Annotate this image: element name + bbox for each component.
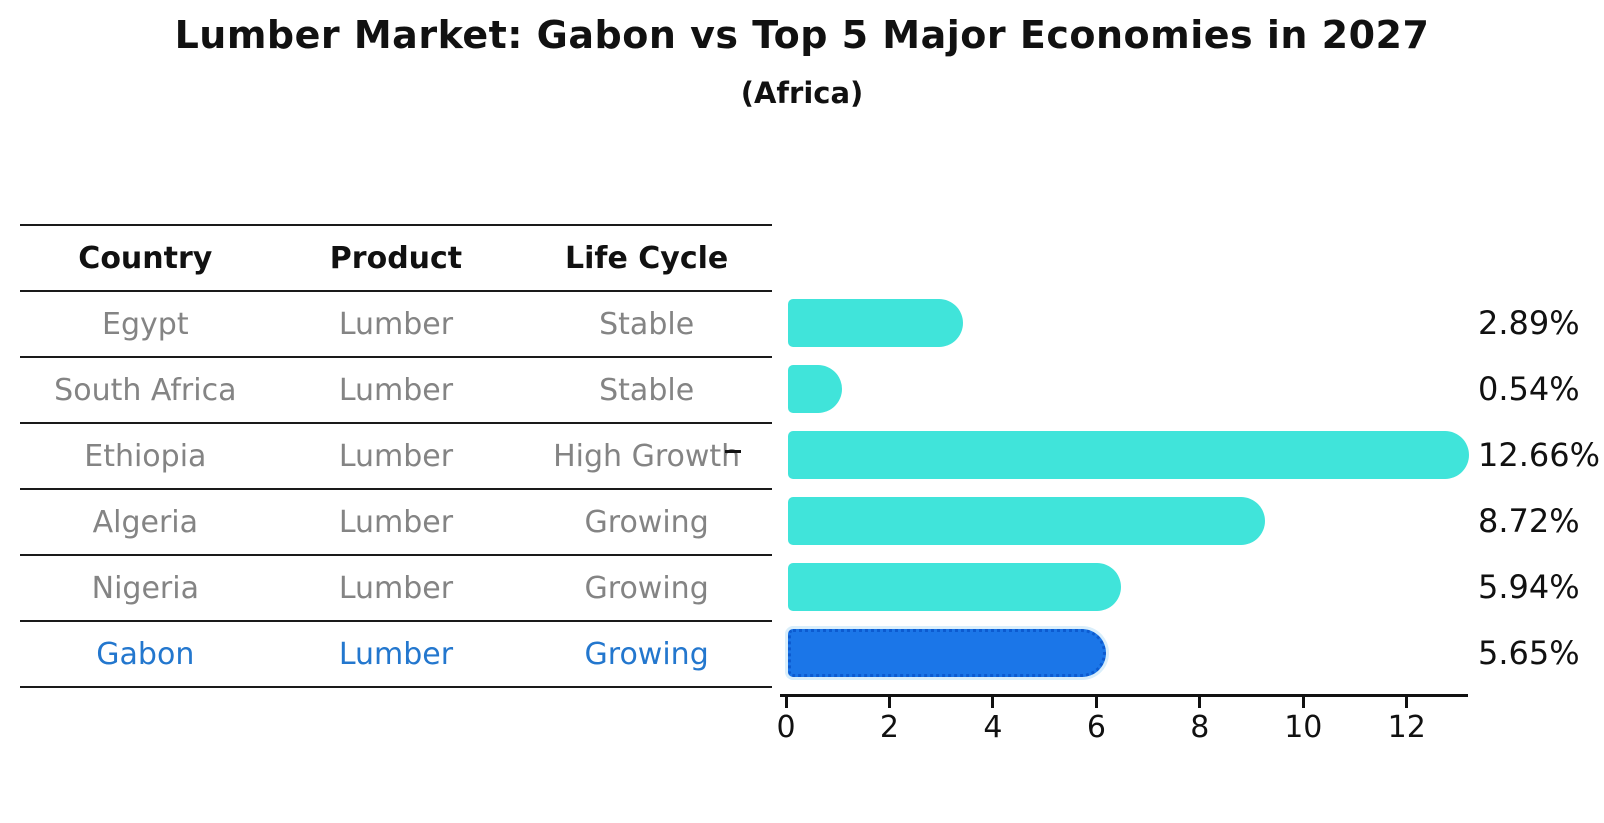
cell-life-cycle: Growing bbox=[584, 504, 709, 540]
table-header-product: Product bbox=[329, 240, 463, 276]
cell-product: Lumber bbox=[338, 372, 454, 408]
table-header-country: Country bbox=[78, 240, 213, 276]
cell-country: Algeria bbox=[92, 504, 199, 540]
chart-title: Lumber Market: Gabon vs Top 5 Major Econ… bbox=[174, 13, 1430, 57]
x-tick-label: 12 bbox=[1387, 710, 1426, 745]
cell-life-cycle: High Growth bbox=[553, 438, 741, 474]
cell-life-cycle: Stable bbox=[599, 372, 695, 408]
cell-country: Ethiopia bbox=[84, 438, 207, 474]
bar-gabon bbox=[788, 629, 1106, 677]
x-tick-mark bbox=[1198, 697, 1202, 708]
x-tick-mark bbox=[1405, 697, 1409, 708]
value-label-gabon: 5.65% bbox=[1478, 634, 1580, 672]
value-label-ethiopia: 12.66% bbox=[1478, 436, 1601, 474]
x-tick-mark bbox=[784, 697, 788, 708]
table-row-egypt: Egypt Lumber Stable bbox=[20, 290, 772, 356]
bar-algeria bbox=[788, 497, 1265, 545]
value-label-algeria: 8.72% bbox=[1478, 502, 1580, 540]
table-row-south-africa: South Africa Lumber Stable bbox=[20, 356, 772, 422]
x-tick-mark bbox=[1301, 697, 1305, 708]
cell-product: Lumber bbox=[338, 636, 454, 672]
table-row-algeria: Algeria Lumber Growing bbox=[20, 488, 772, 554]
table-header-life-cycle: Life Cycle bbox=[565, 240, 729, 276]
cell-country: Gabon bbox=[96, 636, 195, 672]
table-header-row: Country Product Life Cycle bbox=[20, 224, 772, 290]
x-tick-label: 4 bbox=[983, 710, 1003, 745]
bar-ethiopia bbox=[788, 431, 1469, 479]
cell-product: Lumber bbox=[338, 570, 454, 606]
x-tick-label: 0 bbox=[776, 710, 796, 745]
x-tick-mark bbox=[887, 697, 891, 708]
x-tick-label: 8 bbox=[1190, 710, 1210, 745]
cell-country: South Africa bbox=[54, 372, 237, 408]
value-label-nigeria: 5.94% bbox=[1478, 568, 1580, 606]
bar-south-africa bbox=[788, 365, 842, 413]
cell-product: Lumber bbox=[338, 438, 454, 474]
x-axis-line bbox=[780, 694, 1468, 697]
cell-life-cycle: Growing bbox=[584, 570, 709, 606]
x-tick-mark bbox=[1094, 697, 1098, 708]
chart-subtitle: (Africa) bbox=[740, 76, 864, 110]
table-row-gabon: Gabon Lumber Growing bbox=[20, 620, 772, 686]
cell-life-cycle: Stable bbox=[599, 306, 695, 342]
x-tick-label: 10 bbox=[1284, 710, 1323, 745]
table-row-nigeria: Nigeria Lumber Growing bbox=[20, 554, 772, 620]
x-tick-mark bbox=[991, 697, 995, 708]
cell-product: Lumber bbox=[338, 306, 454, 342]
cell-country: Egypt bbox=[102, 306, 189, 342]
y-axis-tick bbox=[725, 450, 741, 453]
value-label-south-africa: 0.54% bbox=[1478, 370, 1580, 408]
x-tick-label: 6 bbox=[1086, 710, 1106, 745]
bar-egypt bbox=[788, 299, 963, 347]
bar-nigeria bbox=[788, 563, 1121, 611]
data-table: Country Product Life Cycle Egypt Lumber … bbox=[20, 224, 772, 688]
cell-product: Lumber bbox=[338, 504, 454, 540]
table-row-ethiopia: Ethiopia Lumber High Growth bbox=[20, 422, 772, 488]
cell-country: Nigeria bbox=[91, 570, 199, 606]
x-tick-label: 2 bbox=[879, 710, 899, 745]
cell-life-cycle: Growing bbox=[584, 636, 709, 672]
value-label-egypt: 2.89% bbox=[1478, 304, 1580, 342]
